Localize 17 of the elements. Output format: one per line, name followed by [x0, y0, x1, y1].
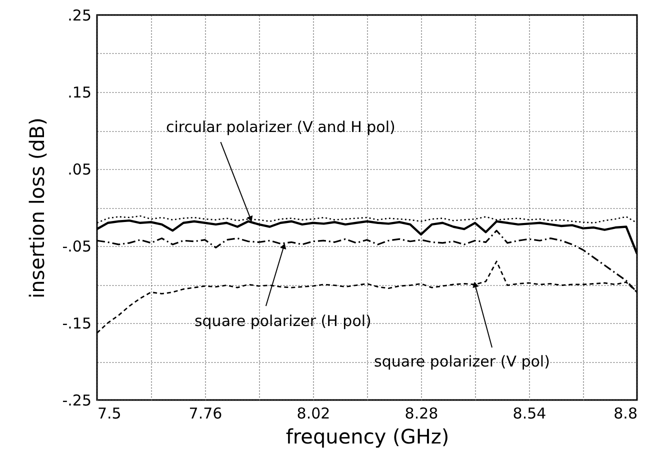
annotation: square polarizer (H pol): [194, 312, 372, 330]
y-tick-label: -.25: [62, 392, 92, 410]
x-tick-label: 8.28: [404, 404, 438, 422]
x-tick-label: 7.76: [188, 404, 222, 422]
annotation: square polarizer (V pol): [374, 352, 550, 370]
y-tick-label: -.15: [62, 314, 92, 332]
y-tick-label: .05: [68, 160, 92, 178]
y-tick-label: .25: [68, 6, 92, 24]
y-axis-title: insertion loss (dB): [25, 118, 50, 298]
annotation: circular polarizer (V and H pol): [166, 118, 396, 136]
x-tick-label: 8.02: [296, 404, 330, 422]
x-tick-label: 8.8: [614, 404, 638, 422]
x-axis-title: frequency (GHz): [286, 424, 450, 448]
y-tick-label: -.05: [62, 238, 92, 256]
x-tick-label: 8.54: [512, 404, 546, 422]
y-tick-label: .15: [68, 84, 92, 102]
x-tick-label: 7.5: [98, 404, 122, 422]
